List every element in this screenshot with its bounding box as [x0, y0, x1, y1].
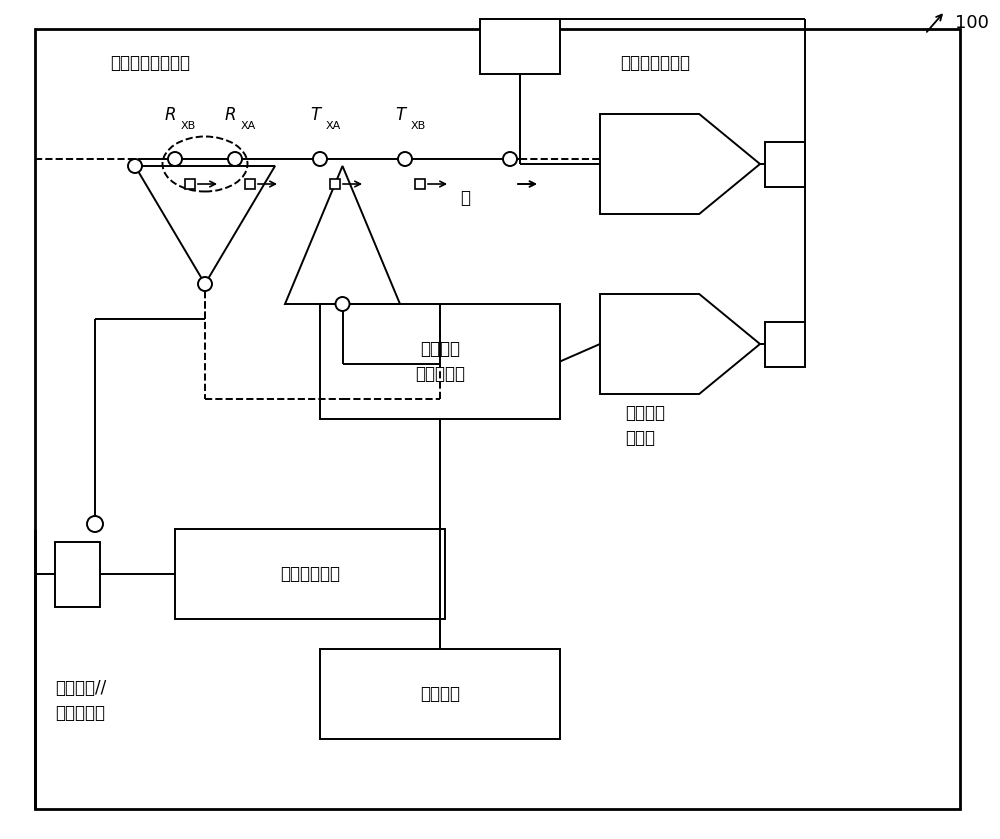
Bar — [320, 304, 560, 419]
Text: R: R — [224, 106, 236, 124]
Text: 无线通信
收发器: 无线通信 收发器 — [625, 404, 665, 447]
Bar — [415, 179, 425, 189]
Bar — [765, 142, 805, 186]
Text: 电源管理系统: 电源管理系统 — [280, 565, 340, 583]
Text: 传感器库: 传感器库 — [420, 685, 460, 703]
Text: 100: 100 — [955, 14, 989, 32]
Circle shape — [313, 152, 327, 166]
Bar — [175, 529, 445, 619]
Text: 数字信号
处理控制器: 数字信号 处理控制器 — [415, 340, 465, 383]
Text: T: T — [395, 106, 405, 124]
Circle shape — [503, 152, 517, 166]
Circle shape — [168, 152, 182, 166]
Text: XB: XB — [181, 121, 196, 131]
Bar — [55, 541, 100, 607]
Circle shape — [336, 297, 350, 311]
Bar — [330, 179, 340, 189]
Circle shape — [87, 516, 103, 532]
Bar — [185, 179, 195, 189]
Circle shape — [398, 152, 412, 166]
Circle shape — [198, 277, 212, 291]
Bar — [245, 179, 255, 189]
Bar — [765, 321, 805, 367]
Bar — [320, 649, 560, 739]
Circle shape — [128, 159, 142, 173]
Text: XA: XA — [241, 121, 256, 131]
Text: 多通道收发器接口: 多通道收发器接口 — [110, 54, 190, 72]
Text: 片上系统//
封装上系统: 片上系统// 封装上系统 — [55, 679, 106, 722]
Text: R: R — [164, 106, 176, 124]
Text: 地: 地 — [460, 189, 470, 207]
Text: XA: XA — [326, 121, 341, 131]
Bar — [480, 19, 560, 74]
Text: 数据采集功能块: 数据采集功能块 — [620, 54, 690, 72]
Text: T: T — [310, 106, 320, 124]
Circle shape — [228, 152, 242, 166]
Text: XB: XB — [411, 121, 426, 131]
